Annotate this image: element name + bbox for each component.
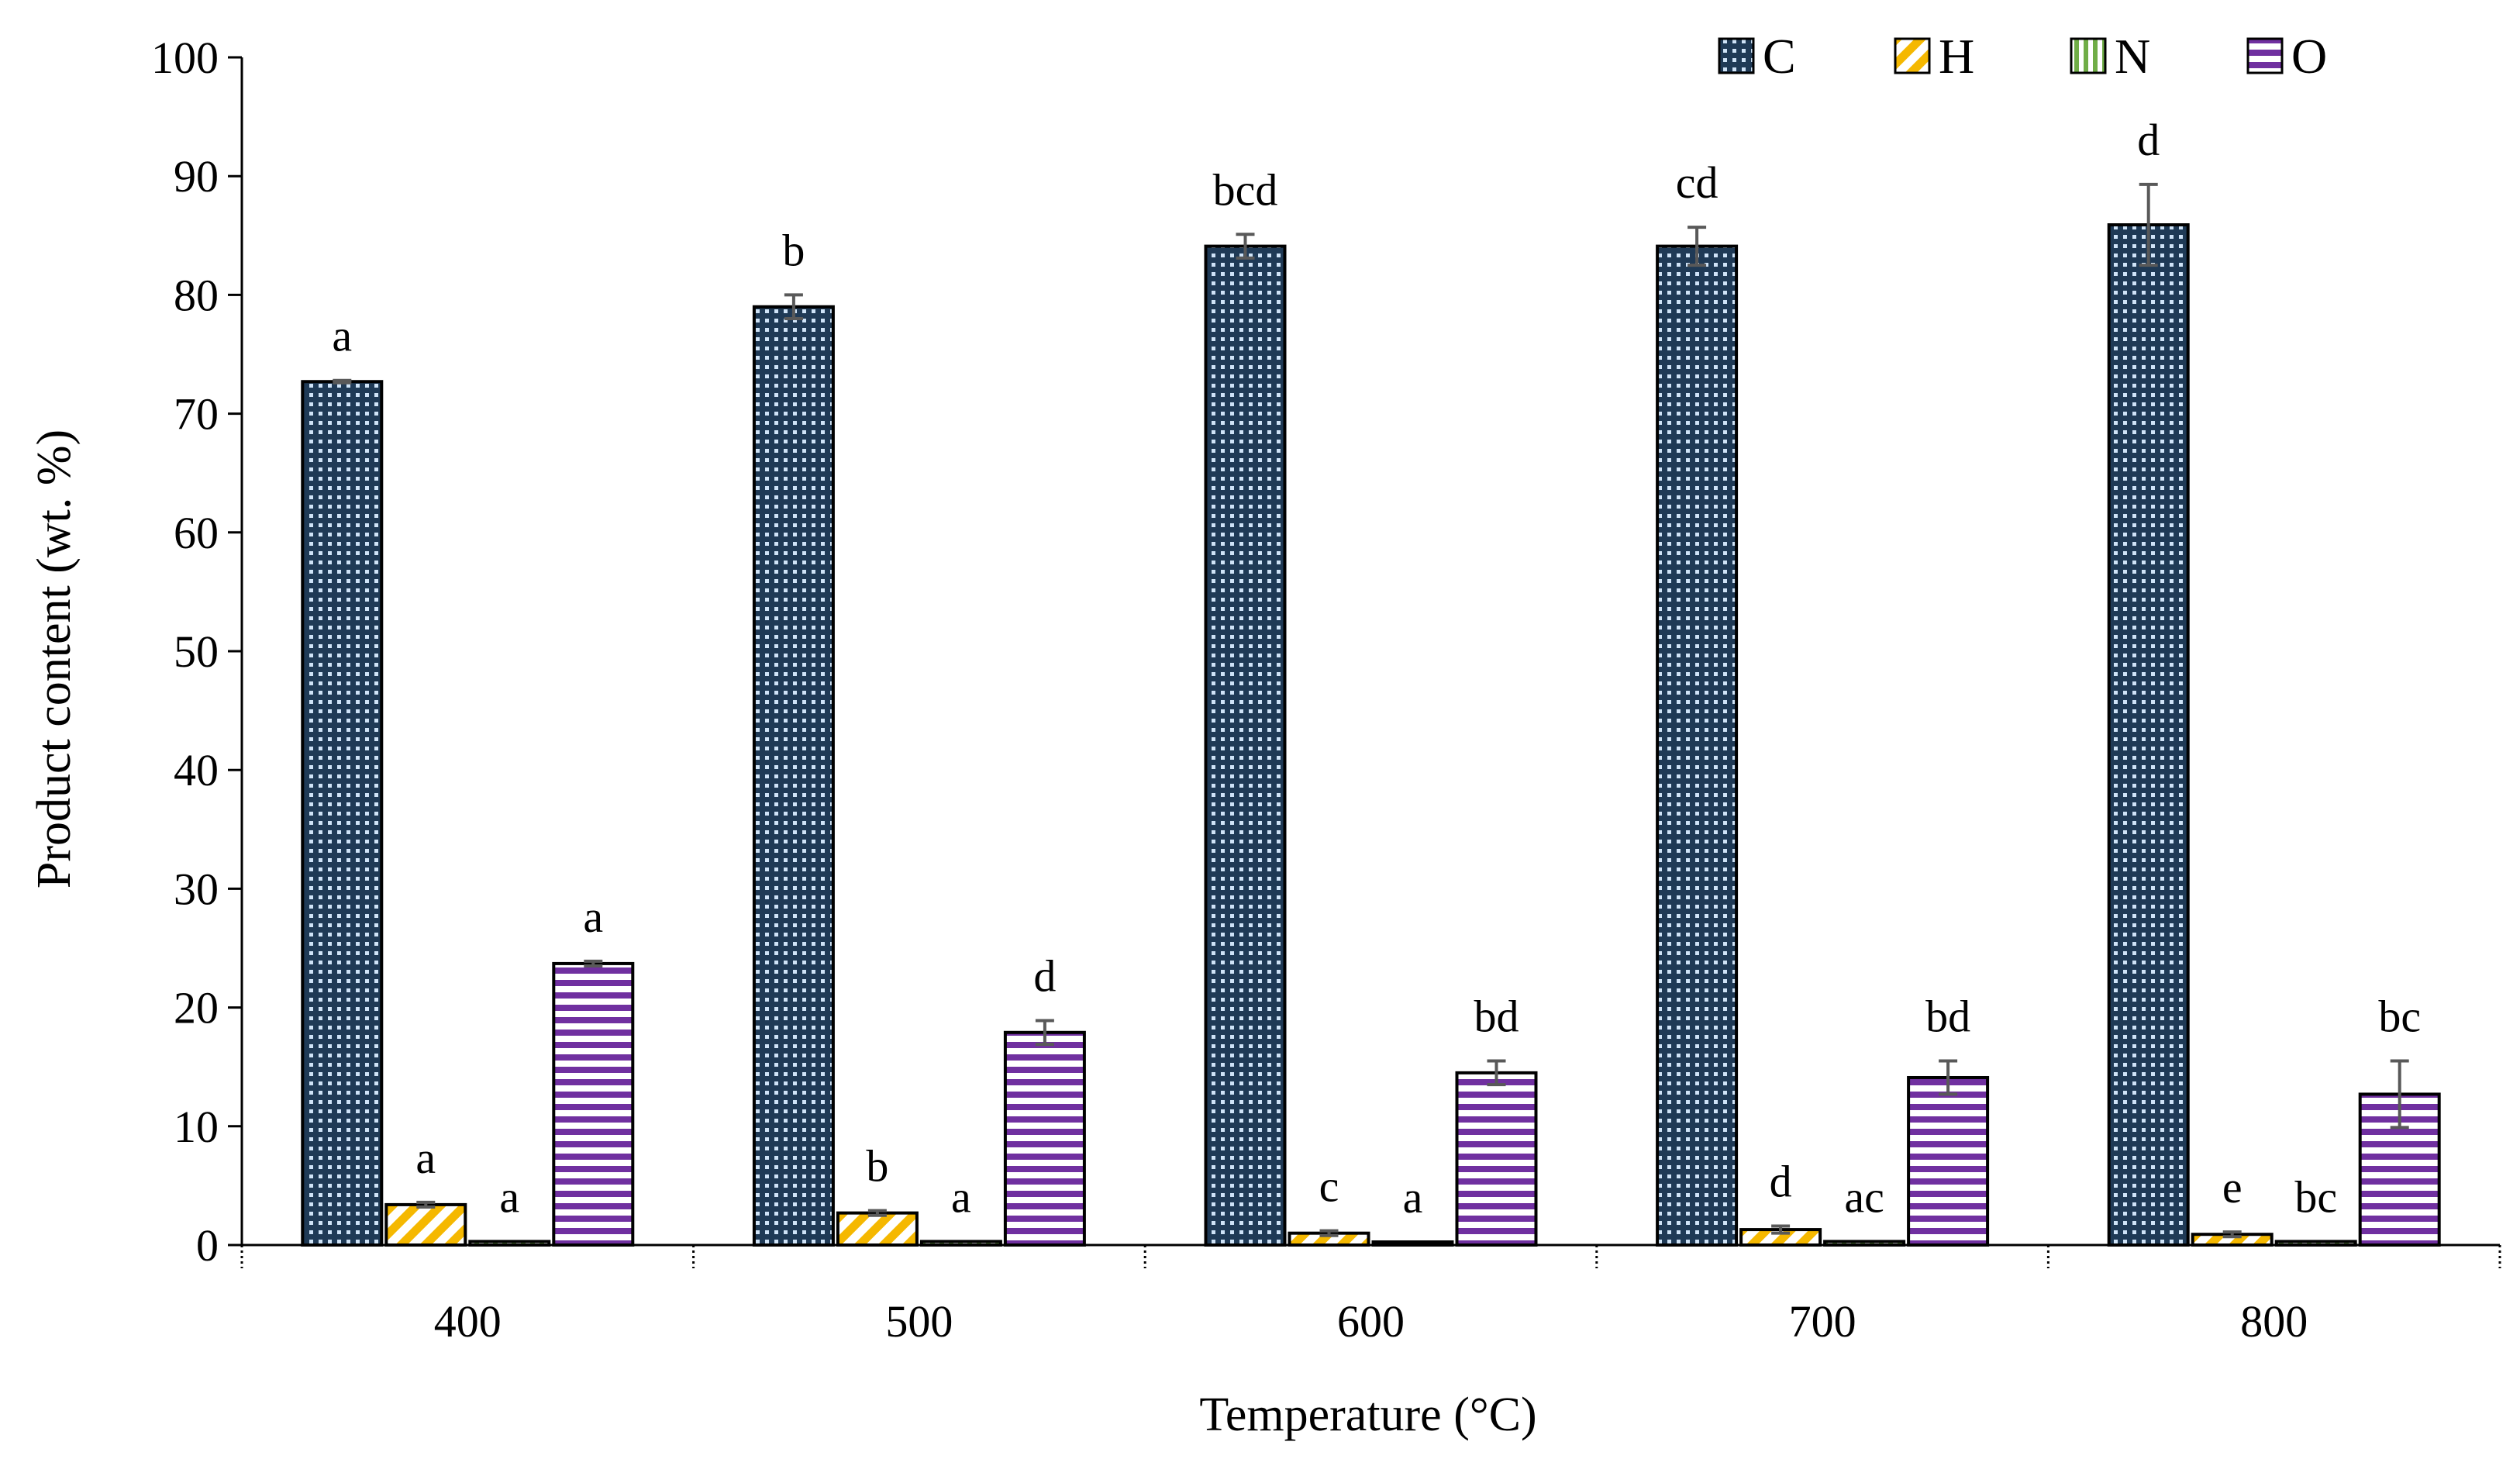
significance-label-H-800: e <box>2222 1162 2242 1212</box>
significance-label-O-800: bc <box>2378 992 2421 1042</box>
significance-label-N-400: a <box>499 1171 519 1222</box>
y-tick-label: 10 <box>174 1102 219 1152</box>
legend-swatch-C <box>1718 37 1755 74</box>
bar-N-500 <box>919 1240 1002 1247</box>
x-tick-label: 500 <box>885 1296 953 1347</box>
y-tick-label: 20 <box>174 983 219 1033</box>
x-tick-label: 600 <box>1337 1296 1405 1347</box>
y-tick-label: 70 <box>174 389 219 440</box>
significance-label-O-500: d <box>1033 950 1056 1001</box>
bars-layer: a a a a b b a d bcd c a bd cd d ac bd d e bc bc <box>301 115 2441 1247</box>
x-axis-title: Temperature (°C) <box>1199 1388 1536 1441</box>
bar-C-500 <box>752 305 835 1247</box>
x-tick-label: 700 <box>1789 1296 1856 1347</box>
legend-swatch-N <box>2070 37 2107 74</box>
y-tick-label: 40 <box>174 745 219 795</box>
significance-label-C-600: bcd <box>1213 164 1278 215</box>
x-tick-label: 800 <box>2240 1296 2308 1347</box>
significance-label-N-800: bc <box>2294 1171 2337 1222</box>
legend-label-O: O <box>2291 29 2327 84</box>
legend-label-C: C <box>1763 29 1796 84</box>
y-tick-label: 90 <box>174 151 219 202</box>
bar-H-400 <box>384 1202 467 1247</box>
significance-label-H-700: d <box>1770 1156 1792 1206</box>
y-tick-label: 30 <box>174 864 219 914</box>
y-tick-label: 80 <box>174 270 219 320</box>
bar-N-800 <box>2274 1240 2357 1247</box>
bar-C-600 <box>1204 244 1287 1247</box>
y-tick-label: 60 <box>174 508 219 558</box>
significance-label-N-500: a <box>951 1171 971 1222</box>
significance-label-C-400: a <box>332 311 352 361</box>
legend-label-H: H <box>1939 29 1974 84</box>
bar-N-600 <box>1371 1240 1454 1247</box>
significance-label-O-700: bd <box>1925 992 1970 1042</box>
significance-label-O-400: a <box>583 892 603 942</box>
bar-N-400 <box>468 1240 551 1247</box>
y-tick-label: 100 <box>151 33 219 83</box>
significance-label-N-700: ac <box>1844 1171 1884 1222</box>
significance-label-H-500: b <box>866 1141 888 1192</box>
significance-label-H-400: a <box>415 1133 436 1183</box>
significance-label-C-800: d <box>2137 115 2160 165</box>
bar-C-700 <box>1656 244 1739 1247</box>
axis-layer: 0 10 20 30 40 50 60 70 80 90 100 400 500 600 700 800 <box>151 33 2501 1347</box>
bar-O-700 <box>1907 1075 1990 1247</box>
legend-swatch-O <box>2246 37 2284 74</box>
legend-swatch-H <box>1894 37 1931 74</box>
significance-label-C-700: cd <box>1676 157 1718 208</box>
bar-O-400 <box>552 961 635 1247</box>
bar-N-700 <box>1823 1240 1906 1247</box>
significance-label-O-600: bd <box>1474 992 1519 1042</box>
bar-H-500 <box>836 1211 919 1247</box>
bar-O-600 <box>1455 1071 1538 1247</box>
significance-label-N-600: a <box>1403 1172 1423 1223</box>
y-axis-title: Product content (wt. %) <box>28 429 81 888</box>
bar-C-400 <box>301 380 384 1247</box>
x-tick-label: 400 <box>434 1296 502 1347</box>
bar-C-800 <box>2107 223 2190 1247</box>
y-tick-label: 0 <box>196 1220 219 1271</box>
legend-label-N: N <box>2115 29 2150 84</box>
y-tick-label: 50 <box>174 626 219 677</box>
significance-label-C-500: b <box>782 225 805 275</box>
bar-O-500 <box>1003 1030 1086 1247</box>
significance-label-H-600: c <box>1319 1161 1339 1212</box>
